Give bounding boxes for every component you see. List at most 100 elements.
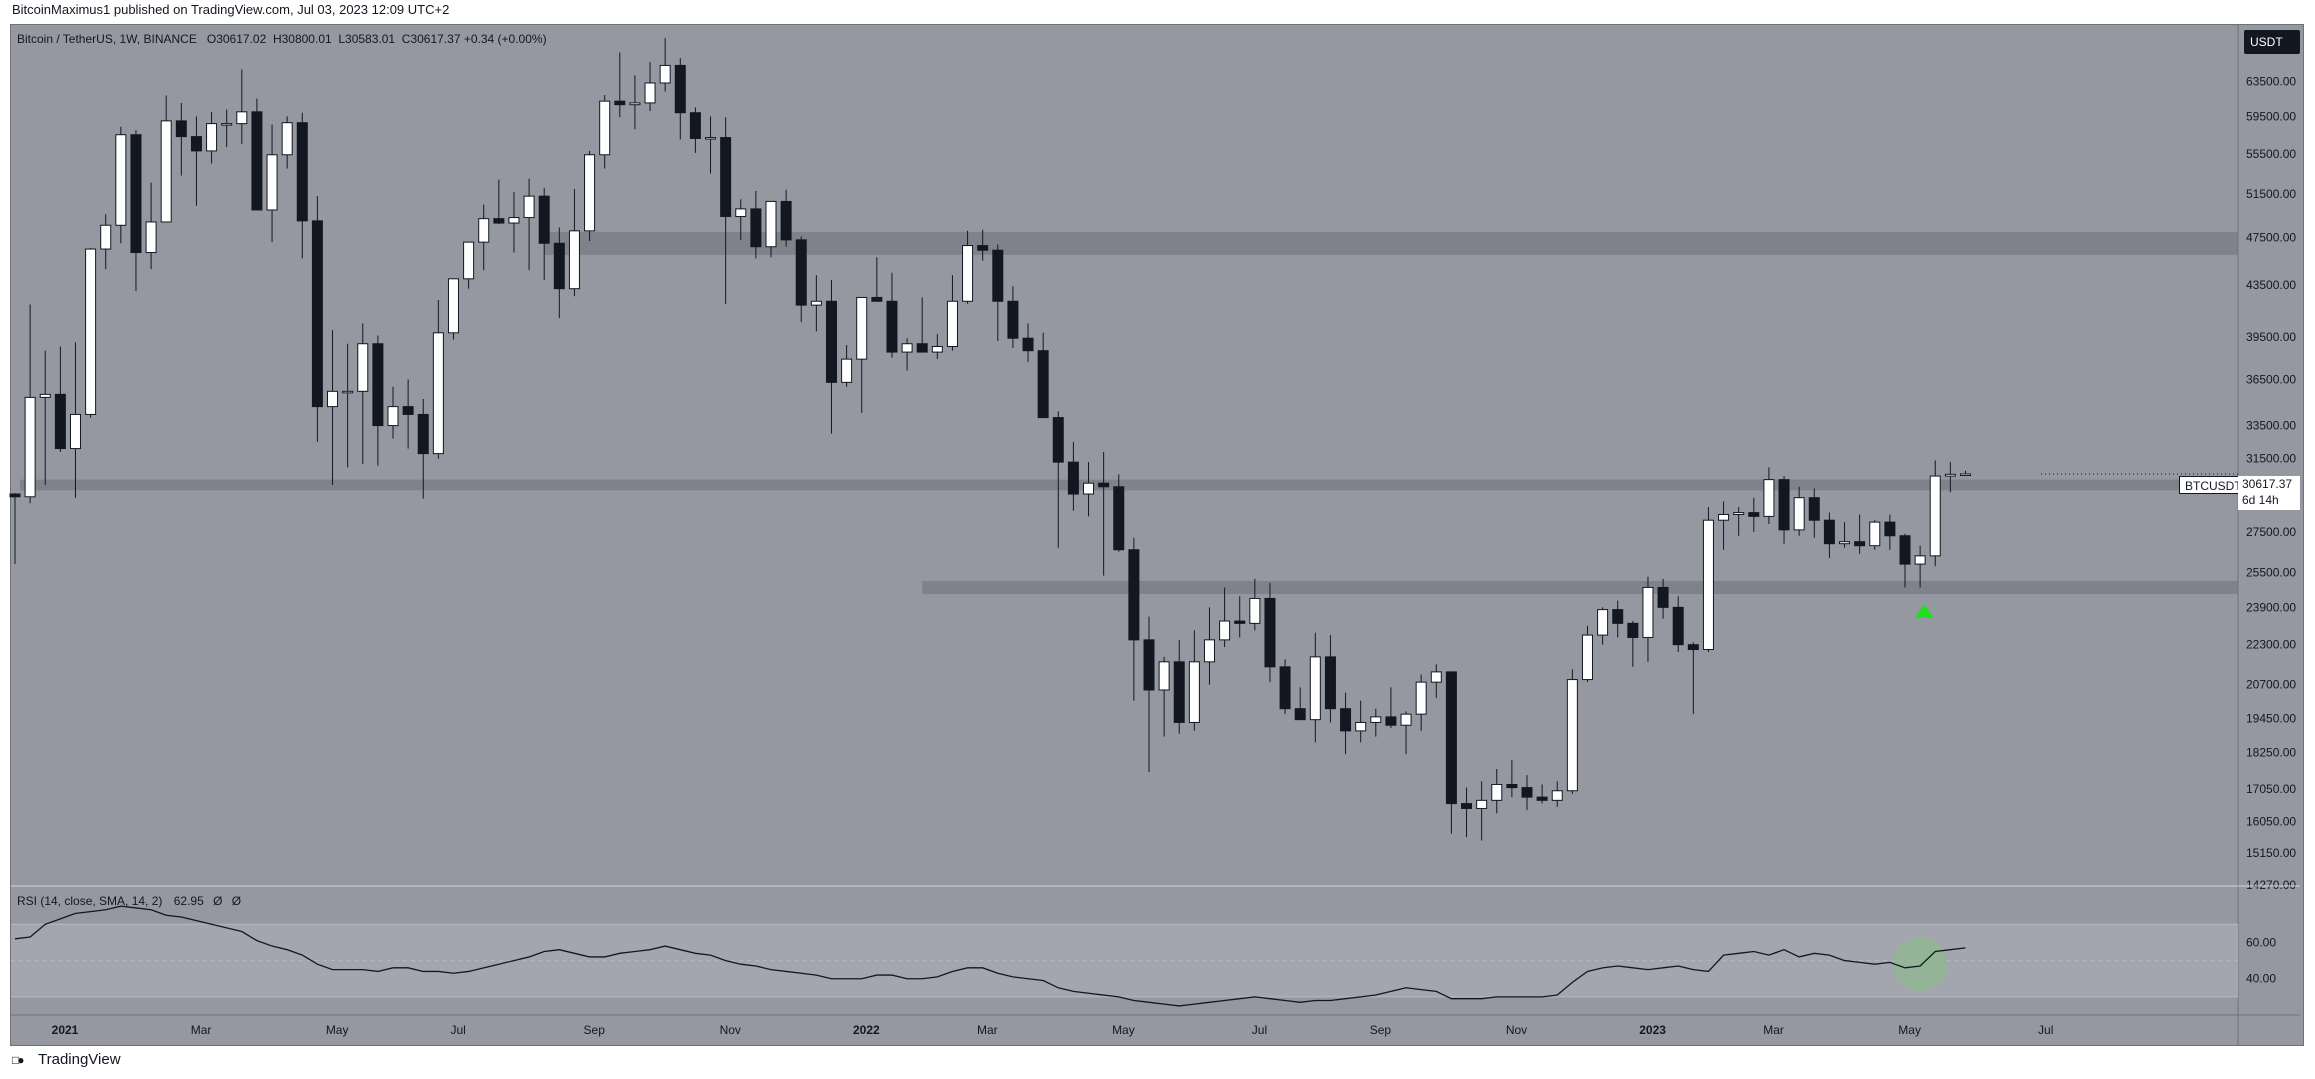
candle-body-117 <box>1778 479 1790 531</box>
candle-body-16 <box>251 111 263 211</box>
candle-body-29 <box>447 278 459 334</box>
candle-50 <box>765 200 777 258</box>
candle-body-73 <box>1113 486 1125 551</box>
candle-119 <box>1808 488 1820 538</box>
candle-body-103 <box>1566 679 1578 792</box>
candle-66 <box>1007 286 1019 348</box>
candle-82 <box>1249 578 1261 631</box>
candle-60 <box>916 297 928 353</box>
legend-open: 30617.02 <box>216 32 267 46</box>
candle-body-13 <box>206 123 218 152</box>
price-tick-20: 15150.00 <box>2246 846 2296 860</box>
candle-18 <box>281 116 293 169</box>
candle-25 <box>387 386 399 439</box>
candle-body-18 <box>281 122 293 156</box>
currency-badge[interactable]: USDT <box>2244 30 2300 54</box>
candle-body-55 <box>841 358 853 383</box>
candle-37 <box>568 188 580 297</box>
last-price-tag: 30617.37 6d 14h <box>2238 476 2300 510</box>
candle-76 <box>1158 656 1170 737</box>
candle-body-123 <box>1869 521 1881 547</box>
candle-body-128 <box>1944 473 1956 477</box>
candle-body-45 <box>689 112 701 139</box>
candle-124 <box>1884 514 1896 550</box>
candle-body-105 <box>1597 609 1609 636</box>
candle-86 <box>1309 632 1321 743</box>
candle-44 <box>674 58 686 140</box>
candle-body-107 <box>1627 622 1639 638</box>
candle-42 <box>644 62 656 111</box>
candle-body-101 <box>1536 796 1548 801</box>
candle-body-68 <box>1037 350 1049 419</box>
candle-62 <box>946 275 958 351</box>
candle-102 <box>1551 781 1563 807</box>
candle-48 <box>735 199 747 240</box>
candle-72 <box>1098 451 1110 576</box>
candle-23 <box>357 323 369 464</box>
candle-115 <box>1748 497 1760 532</box>
candle-14 <box>221 109 233 148</box>
candle-body-33 <box>508 217 520 224</box>
legend-low: 30583.01 <box>345 32 396 46</box>
candle-20 <box>311 196 323 442</box>
candle-47 <box>720 117 732 304</box>
candle-body-26 <box>402 406 414 415</box>
candle-95 <box>1445 671 1457 834</box>
candle-1 <box>24 304 36 504</box>
candle-27 <box>417 398 429 499</box>
candle-body-46 <box>705 137 717 140</box>
candle-body-28 <box>432 332 444 455</box>
candle-22 <box>342 343 354 468</box>
candle-100 <box>1521 775 1533 811</box>
price-tick-11: 27500.00 <box>2246 525 2296 539</box>
eye-icon[interactable]: Ø <box>213 894 223 908</box>
candle-body-30 <box>463 241 475 280</box>
candle-body-6 <box>100 224 112 250</box>
time-tick-14: May <box>1898 1023 1921 1037</box>
candle-83 <box>1264 583 1276 683</box>
candle-body-56 <box>856 296 868 360</box>
price-tick-2: 59500.00 <box>2246 109 2296 123</box>
candle-9 <box>145 182 157 270</box>
candle-101 <box>1536 784 1548 804</box>
tradingview-logo[interactable]: □● TradingView <box>12 1051 121 1068</box>
candle-5 <box>85 247 97 418</box>
candle-120 <box>1823 512 1835 558</box>
tradingview-icon: □● <box>12 1052 25 1067</box>
candle-body-31 <box>478 218 490 243</box>
time-tick-12: 2023 <box>1639 1023 1666 1037</box>
candle-body-15 <box>236 111 248 125</box>
candle-89 <box>1355 700 1367 743</box>
eye-icon-secondary[interactable]: Ø <box>231 894 242 908</box>
candle-28 <box>432 300 444 459</box>
legend-close-marker: C <box>398 32 411 46</box>
candle-29 <box>447 278 459 340</box>
candle-body-129 <box>1959 473 1971 477</box>
candle-body-115 <box>1748 512 1760 517</box>
price-tick-12: 25500.00 <box>2246 565 2296 579</box>
candle-body-51 <box>780 200 792 241</box>
candle-body-84 <box>1279 666 1291 710</box>
candle-body-20 <box>311 220 323 408</box>
symbol-legend: Bitcoin / TetherUS, 1W, BINANCE O30617.0… <box>17 32 547 46</box>
candle-55 <box>841 345 853 387</box>
candle-80 <box>1219 587 1231 648</box>
candle-body-66 <box>1007 300 1019 339</box>
candle-body-44 <box>674 64 686 114</box>
candle-97 <box>1476 781 1488 841</box>
candle-31 <box>478 204 490 271</box>
candle-body-11 <box>175 120 187 138</box>
candle-body-99 <box>1506 783 1518 789</box>
candle-body-74 <box>1128 549 1140 641</box>
time-tick-5: Nov <box>720 1023 741 1037</box>
candle-body-34 <box>523 195 535 219</box>
candle-94 <box>1430 664 1442 698</box>
candle-71 <box>1083 462 1095 517</box>
resistance-zone-0 <box>20 479 2238 491</box>
candle-body-58 <box>886 300 898 353</box>
candle-30 <box>463 241 475 289</box>
candle-108 <box>1642 576 1654 662</box>
candle-34 <box>523 178 535 271</box>
candle-69 <box>1052 411 1064 548</box>
